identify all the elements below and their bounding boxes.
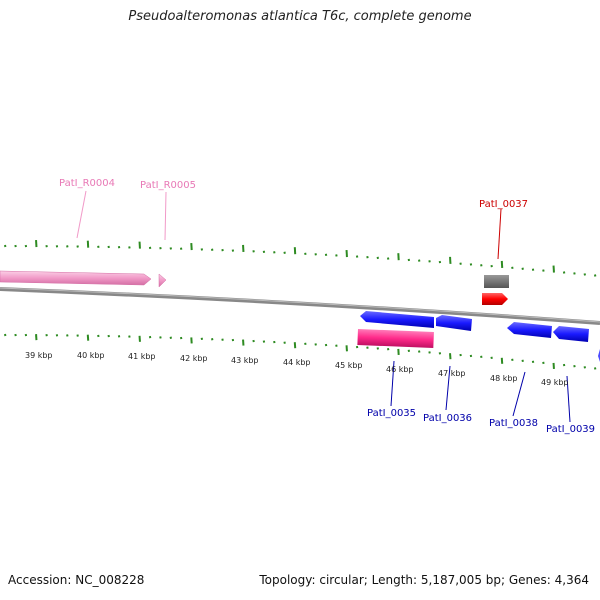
scale-label-49: 49 kbp [541,378,569,387]
scale-label-45: 45 kbp [335,361,363,370]
label-PatI_0039[interactable]: PatI_0039 [546,424,595,435]
label-PatI_R0005[interactable]: PatI_R0005 [140,180,196,191]
leader-PatI_0036 [445,365,451,411]
scale-label-47: 47 kbp [438,369,466,378]
label-PatI_R0004[interactable]: PatI_R0004 [59,178,115,189]
leader-PatI_0039 [566,375,571,423]
feature-magenta-box[interactable] [357,329,434,349]
leader-PatI_0037 [497,208,502,260]
inner-tick-row [4,333,597,370]
feature-PatI_0037[interactable] [482,293,508,305]
label-PatI_0037[interactable]: PatI_0037 [479,199,528,210]
genome-title: Pseudoalteromonas atlantica T6c, complet… [128,9,472,24]
scale-label-39: 39 kbp [25,351,53,360]
label-PatI_0036[interactable]: PatI_0036 [423,413,472,424]
feature-gray-box[interactable] [484,275,509,288]
label-PatI_0035[interactable]: PatI_0035 [367,408,416,419]
genome-backbone [0,287,600,325]
accession-text: Accession: NC_008228 [8,573,145,587]
feature-PatI_0036[interactable] [436,315,472,331]
feature-PatI_R0005[interactable] [158,273,167,288]
scale-label-46: 46 kbp [386,365,414,374]
scale-label-44: 44 kbp [283,358,311,367]
feature-PatI_0038[interactable] [507,322,552,338]
leader-PatI_R0005 [164,191,167,241]
scale-label-43: 43 kbp [231,356,259,365]
feature-PatI_0035[interactable] [360,311,434,328]
scale-label-42: 42 kbp [180,354,208,363]
scale-label-40: 40 kbp [77,351,105,360]
feature-PatI_0039[interactable] [553,326,589,342]
scale-label-48: 48 kbp [490,374,518,383]
leader-PatI_0035 [390,360,395,407]
leader-PatI_0038 [512,371,526,417]
feature-PatI_R0004[interactable] [0,270,152,286]
scale-label-41: 41 kbp [128,352,156,361]
leader-PatI_R0004 [76,190,87,239]
outer-tick-row [4,240,597,277]
label-PatI_0038[interactable]: PatI_0038 [489,418,538,429]
genome-stats-text: Topology: circular; Length: 5,187,005 bp… [259,573,589,587]
